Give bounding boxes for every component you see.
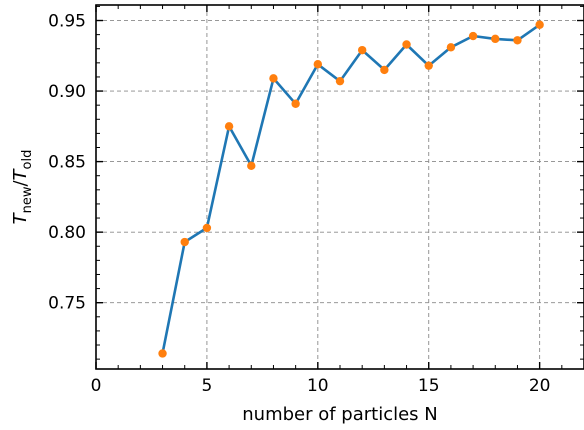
y-tick-label: 0.80 — [48, 223, 86, 243]
data-point — [535, 20, 544, 29]
x-tick-label: 20 — [529, 376, 551, 396]
y-tick-label: 0.85 — [48, 153, 86, 173]
series-line — [161, 23, 541, 354]
data-point — [357, 45, 367, 55]
data-point — [247, 161, 256, 171]
data-point — [158, 349, 167, 358]
data-point — [180, 237, 189, 247]
series-layer — [158, 20, 544, 358]
x-tick-label: 10 — [307, 376, 329, 396]
grid-lines — [95, 5, 584, 369]
data-point — [402, 40, 411, 49]
data-point — [380, 65, 389, 75]
y-tick-labels: 0.75 0.80 0.85 0.90 0.95 — [48, 12, 86, 314]
data-point — [269, 74, 278, 83]
data-point — [424, 61, 433, 70]
x-tick-labels: 0 5 10 15 20 — [91, 376, 551, 396]
y-tick-label: 0.75 — [48, 294, 86, 314]
data-point — [202, 223, 212, 233]
x-tick-label: 5 — [201, 376, 212, 396]
x-axis-label: number of particles N — [242, 404, 438, 425]
data-point — [491, 34, 500, 44]
data-point — [224, 122, 234, 131]
y-tick-label: 0.95 — [48, 12, 86, 32]
data-point — [335, 76, 345, 86]
y-label-numerator-sub: new — [20, 186, 35, 213]
plot-frame — [95, 4, 584, 370]
data-point — [468, 31, 478, 41]
x-tick-label: 15 — [418, 376, 440, 396]
data-point — [446, 43, 456, 52]
y-label-denominator-sub: old — [20, 150, 35, 170]
data-point — [513, 36, 522, 45]
data-point — [313, 60, 323, 69]
y-tick-label: 0.90 — [48, 82, 86, 102]
y-label-numerator: T — [10, 211, 31, 224]
y-label-denominator: T — [10, 167, 31, 180]
x-tick-label: 0 — [91, 376, 102, 396]
y-axis-label: Tnew/Told — [10, 150, 35, 225]
major-ticks — [95, 5, 584, 369]
y-label-slash: / — [10, 180, 31, 187]
data-point — [291, 99, 300, 108]
